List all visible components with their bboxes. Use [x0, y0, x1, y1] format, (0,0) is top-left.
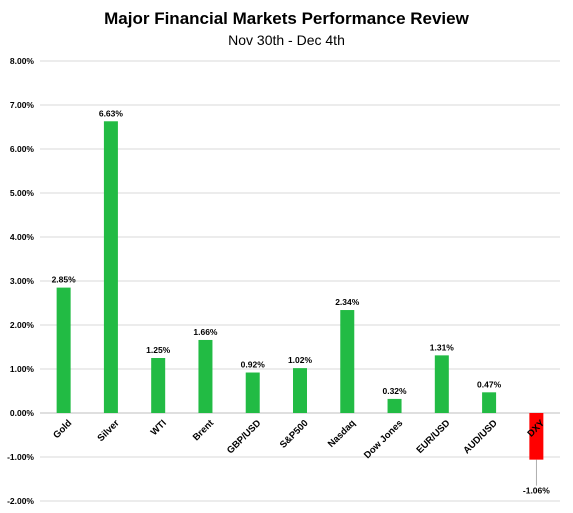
x-tick-label: GBP/USD	[225, 418, 263, 456]
x-tick-label: S&P500	[278, 418, 311, 451]
bar	[103, 121, 118, 413]
x-tick-label: AUD/USD	[461, 418, 499, 456]
data-label: 6.63%	[99, 108, 124, 118]
bar	[434, 355, 449, 413]
data-label: 0.32%	[382, 386, 407, 396]
y-tick-label: 5.00%	[10, 188, 35, 198]
y-tick-label: 6.00%	[10, 144, 35, 154]
y-tick-label: 2.00%	[10, 320, 35, 330]
y-tick-label: -2.00%	[7, 496, 34, 506]
bar	[293, 368, 307, 413]
data-label: 1.66%	[193, 327, 218, 337]
bar	[56, 287, 71, 413]
x-tick-label: Dow Jones	[362, 418, 405, 461]
x-tick-label: EUR/USD	[414, 418, 452, 456]
bar	[482, 392, 497, 413]
x-tick-label: Nasdaq	[326, 418, 358, 450]
y-tick-label: 8.00%	[10, 56, 35, 66]
y-tick-label: 3.00%	[10, 276, 35, 286]
bar	[245, 372, 260, 413]
bar	[387, 398, 402, 413]
x-tick-label: DXY	[525, 417, 547, 439]
x-tick-label: Gold	[51, 418, 74, 441]
bar	[340, 310, 355, 413]
x-tick-label: Silver	[95, 418, 121, 444]
bar	[151, 358, 166, 413]
data-label: 2.85%	[52, 275, 77, 285]
chart-subtitle: Nov 30th - Dec 4th	[228, 32, 345, 48]
bar	[198, 339, 213, 413]
chart-title: Major Financial Markets Performance Revi…	[104, 9, 469, 28]
x-tick-label: WTI	[149, 418, 169, 438]
y-tick-label: 4.00%	[10, 232, 35, 242]
x-tick-label: Brent	[191, 417, 217, 443]
y-tick-label: -1.00%	[7, 452, 34, 462]
data-label: 1.02%	[288, 355, 313, 365]
y-tick-label: 7.00%	[10, 100, 35, 110]
data-label: 1.31%	[430, 342, 455, 352]
data-label: 2.34%	[335, 297, 360, 307]
y-tick-label: 1.00%	[10, 364, 35, 374]
data-label: 0.47%	[477, 379, 502, 389]
data-label: -1.06%	[523, 486, 550, 496]
data-label: 0.92%	[241, 360, 266, 370]
y-tick-label: 0.00%	[10, 408, 35, 418]
bar	[529, 413, 544, 460]
data-label: 1.25%	[146, 345, 171, 355]
